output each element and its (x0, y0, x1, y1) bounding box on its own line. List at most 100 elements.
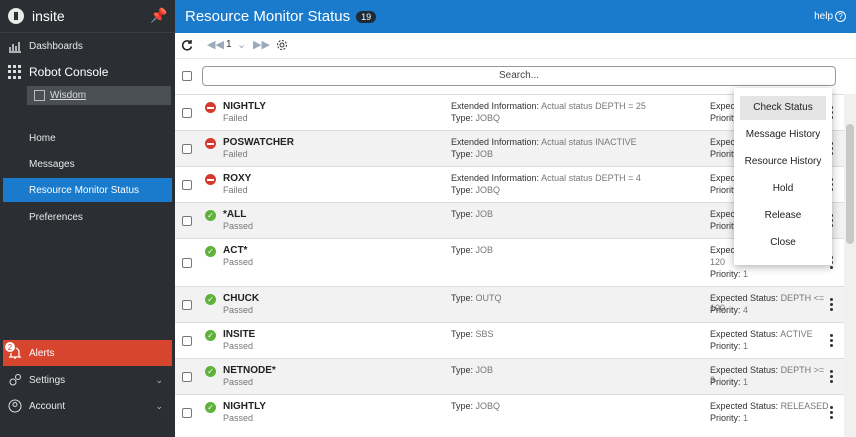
resource-status: Passed (223, 377, 254, 387)
expected-status: Expected Status: ACTIVE (710, 329, 830, 339)
sidebar-item-account[interactable]: Account ⌄ (0, 394, 175, 418)
apps-grid-icon (8, 65, 22, 79)
check-icon: ✓ (205, 246, 216, 257)
priority-label: Priority: (710, 185, 741, 195)
row-checkbox[interactable] (182, 144, 192, 154)
menu-item-release[interactable]: Release (764, 210, 802, 221)
resource-name[interactable]: NETNODE* (223, 365, 276, 376)
scrollbar-thumb[interactable] (846, 124, 854, 244)
ext-label: Extended Information: (451, 101, 540, 111)
priority-value: 1 (743, 377, 749, 387)
resource-name[interactable]: INSITE (223, 329, 256, 340)
row-checkbox[interactable] (182, 180, 192, 190)
page-number[interactable]: 1 (226, 39, 232, 50)
table-row[interactable]: ✓ NIGHTLY Passed Type: JOBQ Expected Status:… (175, 394, 844, 430)
expected-value: 120 (710, 257, 726, 267)
priority-label: Priority: (710, 269, 741, 279)
toolbar: ◀◀ 1 ⌄ ▶▶ (175, 33, 856, 58)
sidebar-item-settings[interactable]: Settings ⌄ (0, 368, 175, 392)
resource-type: Type: JOBQ (451, 113, 500, 123)
search-input[interactable]: Search... (202, 66, 836, 86)
sidebar-item-wisdom[interactable]: Wisdom (27, 86, 171, 105)
resource-name[interactable]: POSWATCHER (223, 137, 294, 148)
resource-name[interactable]: NIGHTLY (223, 101, 266, 112)
table-row[interactable]: POSWATCHER Failed Extended Information: Ac… (175, 130, 844, 166)
table-row[interactable]: ✓ NETNODE* Passed Type: JOB Expected Status:… (175, 358, 844, 394)
more-options-icon[interactable] (830, 334, 834, 349)
menu-item-resource-history[interactable]: Resource History (744, 156, 822, 167)
select-all-checkbox[interactable] (182, 71, 192, 81)
menu-item-check-status[interactable]: Check Status (740, 96, 826, 120)
resource-name[interactable]: ACT* (223, 245, 248, 256)
type-label: Type: (451, 149, 474, 159)
sidebar-item-label: Settings (29, 374, 66, 386)
resource-name[interactable]: CHUCK (223, 293, 260, 304)
sidebar-item-dashboards[interactable]: Dashboards (0, 34, 175, 58)
search-bar: Search... (175, 58, 856, 94)
page-title: Resource Monitor Status (185, 8, 351, 25)
resource-name[interactable]: NIGHTLY (223, 401, 266, 412)
user-circle-icon (8, 399, 22, 413)
resource-name[interactable]: *ALL (223, 209, 247, 220)
refresh-icon[interactable] (181, 39, 193, 51)
table-row[interactable]: ✓ CHUCK Passed Type: OUTQ Expected Status: D… (175, 286, 844, 322)
priority: Priority: (710, 149, 741, 159)
gear-icon[interactable] (276, 39, 288, 51)
expected-status: Expected (710, 101, 830, 111)
sidebar-item-messages[interactable]: Messages (0, 152, 175, 176)
type-label: Type: (451, 401, 474, 411)
last-page-icon[interactable]: ▶▶ (253, 39, 270, 51)
menu-item-close[interactable]: Close (770, 237, 796, 248)
more-options-icon[interactable] (830, 298, 834, 313)
priority: Priority: (710, 221, 741, 231)
type-label: Type: (451, 245, 474, 255)
row-action-menu: Check Status Message History Resource Hi… (734, 88, 832, 265)
row-checkbox[interactable] (182, 408, 192, 418)
ext-value: Actual status DEPTH = 4 (541, 173, 641, 183)
row-checkbox[interactable] (182, 108, 192, 118)
page-header: Resource Monitor Status 19 help ? (175, 0, 856, 33)
expected-status: Expected (710, 245, 830, 255)
help-label: help (814, 11, 833, 22)
row-checkbox[interactable] (182, 300, 192, 310)
table-row[interactable]: ROXY Failed Extended Information: Actual s… (175, 166, 844, 202)
sidebar-item-alerts[interactable]: Alerts (3, 340, 172, 366)
brand-name: insite (32, 8, 65, 24)
resource-status: Passed (223, 305, 254, 315)
priority-label: Priority: (710, 305, 741, 315)
extended-information: Extended Information: Actual status DEPT… (451, 173, 641, 183)
help-link[interactable]: help ? (814, 11, 846, 22)
resource-name[interactable]: ROXY (223, 173, 252, 184)
sidebar-item-preferences[interactable]: Preferences (0, 205, 175, 229)
row-checkbox[interactable] (182, 216, 192, 226)
sidebar-item-home[interactable]: Home (0, 126, 175, 150)
first-page-icon[interactable]: ◀◀ (207, 39, 224, 51)
row-checkbox[interactable] (182, 258, 192, 268)
table-row[interactable]: ✓ ACT* Passed Type: JOB Expected 120 Priority:… (175, 238, 844, 286)
priority-label: Priority: (710, 341, 741, 351)
priority-value: 1 (743, 413, 749, 423)
table-row[interactable]: ✓ INSITE Passed Type: SBS Expected Status: A… (175, 322, 844, 358)
type-label: Type: (451, 293, 474, 303)
row-checkbox[interactable] (182, 372, 192, 382)
failed-status-icon (205, 138, 216, 149)
sidebar-item-robot-console[interactable]: Robot Console (0, 60, 175, 84)
row-checkbox[interactable] (182, 336, 192, 346)
expected-label: Expected (710, 173, 748, 183)
scrollbar[interactable] (844, 94, 856, 437)
pin-icon[interactable]: 📌 (150, 7, 168, 23)
sidebar-item-resource-monitor-status[interactable]: Resource Monitor Status (3, 178, 172, 202)
expected-label: Expected (710, 245, 748, 255)
expected-value: ACTIVE (780, 329, 813, 339)
priority: Priority: 1 (710, 413, 748, 423)
expected-value: DEPTH >= 3 (710, 365, 825, 385)
priority-label: Priority: (710, 413, 741, 423)
page-dropdown-icon[interactable]: ⌄ (237, 39, 247, 51)
table-row[interactable]: ✓ *ALL Passed Type: JOB Expected Priority: (175, 202, 844, 238)
expected-label: Expected (710, 209, 748, 219)
more-options-icon[interactable] (830, 406, 834, 421)
expected-value: DEPTH <= 100 (710, 293, 825, 313)
menu-item-message-history[interactable]: Message History (745, 129, 821, 140)
menu-item-hold[interactable]: Hold (772, 183, 794, 194)
more-options-icon[interactable] (830, 370, 834, 385)
